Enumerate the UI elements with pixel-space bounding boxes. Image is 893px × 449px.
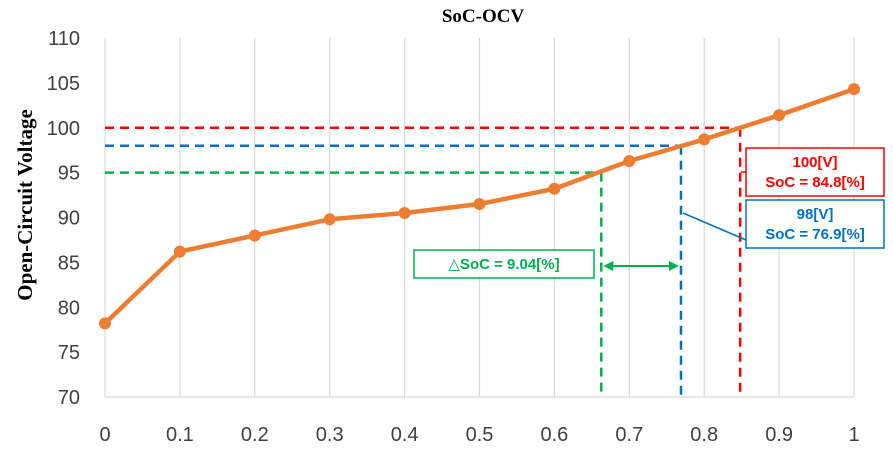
y-tick-label: 85 <box>58 252 80 274</box>
y-tick-label: 90 <box>58 208 80 230</box>
x-tick-label: 0 <box>99 424 110 446</box>
x-tick-label: 0.3 <box>316 424 344 446</box>
annotation-text: SoC = 84.8[%] <box>765 174 865 191</box>
x-tick-label: 0.2 <box>241 424 269 446</box>
data-point <box>398 207 411 220</box>
data-point <box>473 198 486 211</box>
x-tick-label: 1 <box>848 424 859 446</box>
data-point <box>773 109 786 122</box>
y-axis-label: Open-Circuit Voltage <box>13 109 37 301</box>
annotations: 100[V] SoC = 84.8[%] 98[V] SoC = 76.9[%] △So… <box>413 147 885 279</box>
annotation-text: △SoC = 9.04[%] <box>448 256 559 273</box>
data-point <box>99 317 111 330</box>
y-tick-label: 105 <box>47 73 80 95</box>
annotation-text: 100[V] <box>792 154 837 171</box>
data-point <box>173 245 186 258</box>
tick-labels: 0 0.1 0.2 0.3 0.4 0.5 0.6 0.7 0.8 0.9 1 70 75 80 85 90 9… <box>47 28 860 446</box>
x-tick-label: 0.9 <box>765 424 793 446</box>
y-tick-label: 70 <box>58 387 80 409</box>
y-tick-label: 110 <box>48 28 80 50</box>
reference-lines <box>105 126 742 397</box>
annotation-text: 98[V] <box>797 206 834 223</box>
data-point <box>548 182 561 195</box>
chart-title: SoC-OCV <box>442 6 525 27</box>
x-tick-label: 0.8 <box>690 424 718 446</box>
x-tick-label: 0.7 <box>615 424 643 446</box>
blue-leader-line <box>682 212 747 241</box>
y-tick-label: 80 <box>58 297 80 319</box>
series-layer <box>99 83 860 330</box>
y-tick-label: 100 <box>47 118 80 140</box>
y-tick-label: 75 <box>58 342 80 364</box>
data-point <box>848 83 860 96</box>
data-point <box>323 213 336 226</box>
grid-lines <box>104 38 855 398</box>
red-annotation-box <box>745 147 885 197</box>
x-tick-label: 0.6 <box>540 424 568 446</box>
data-point <box>698 133 711 146</box>
data-point <box>248 229 261 242</box>
y-tick-label: 95 <box>58 163 80 185</box>
x-tick-label: 0.4 <box>391 424 419 446</box>
green-annotation-box <box>413 249 595 279</box>
blue-annotation-box <box>745 199 885 249</box>
x-tick-label: 0.5 <box>466 424 494 446</box>
delta-arrow-head-right <box>668 261 679 271</box>
x-tick-label: 0.1 <box>166 424 194 446</box>
delta-arrow-head-left <box>603 261 614 271</box>
data-point <box>623 154 636 167</box>
annotation-text: SoC = 76.9[%] <box>765 226 865 243</box>
